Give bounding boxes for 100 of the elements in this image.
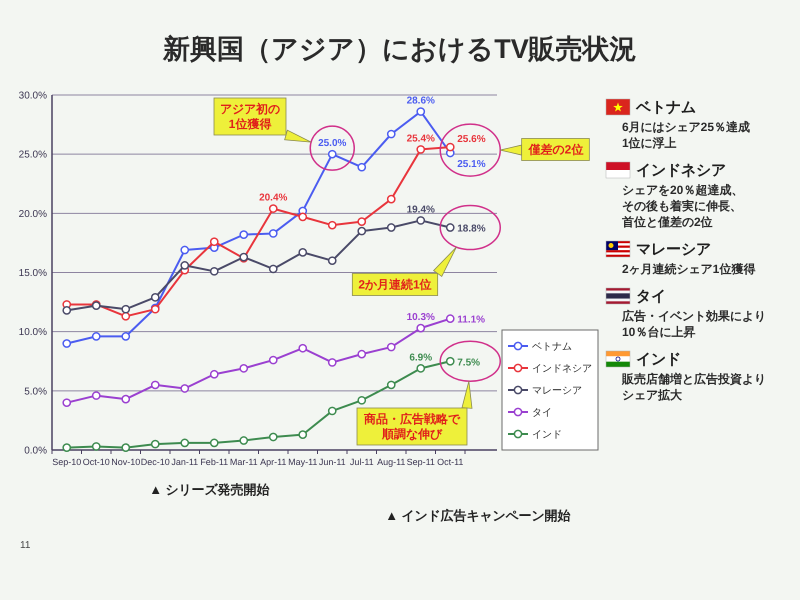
point <box>446 356 455 366</box>
data-label: 25.1% <box>457 158 486 170</box>
point <box>210 438 219 448</box>
point <box>357 396 366 405</box>
point <box>92 332 101 341</box>
legend-label: マレーシア <box>532 386 582 396</box>
text: マレーシア <box>636 241 711 258</box>
text: ベトナム <box>636 99 696 116</box>
x-tick-label: Mar-11 <box>230 457 258 467</box>
legend-label: インドネシア <box>532 364 592 374</box>
text: インドネシア <box>636 162 726 179</box>
point <box>180 246 190 254</box>
x-tick-label: Apr-11 <box>260 457 286 467</box>
point <box>446 314 455 323</box>
point <box>328 220 337 230</box>
point <box>298 212 308 222</box>
x-tick-label: Sep-11 <box>406 457 435 467</box>
point <box>150 293 160 302</box>
data-label: 25.4% <box>406 133 436 144</box>
point <box>121 443 130 452</box>
x-tick-label: May-11 <box>288 457 318 467</box>
y-tick-label: 30.0% <box>18 90 48 102</box>
data-label: 10.3% <box>406 312 436 324</box>
point <box>386 130 396 138</box>
annotation: 2か月連続1位 <box>358 278 432 292</box>
point <box>298 430 308 439</box>
point <box>446 142 455 152</box>
point <box>386 194 396 204</box>
data-label: 6.9% <box>409 352 432 364</box>
text: 6月にはシェア25％達成1位に浮上 <box>622 120 750 150</box>
point <box>121 304 130 314</box>
data-label: 19.4% <box>406 204 436 216</box>
point <box>92 391 101 400</box>
text: インド <box>636 351 681 368</box>
point <box>416 145 426 154</box>
x-tick-label: Dec-10 <box>140 457 170 467</box>
point <box>239 230 248 239</box>
legend-label: インド <box>532 430 562 440</box>
y-tick-label: 5.0% <box>24 386 48 398</box>
y-tick-label: 20.0% <box>18 208 48 220</box>
point <box>150 440 160 448</box>
data-label: 18.8% <box>457 224 486 235</box>
point <box>268 356 278 364</box>
text: 11 <box>20 540 31 551</box>
x-tick-label: Aug-11 <box>377 457 406 467</box>
point <box>92 442 101 451</box>
data-label: 28.6% <box>406 96 436 107</box>
point <box>180 384 190 393</box>
point <box>298 344 308 353</box>
point <box>328 358 337 367</box>
point <box>357 217 366 226</box>
point <box>62 339 72 348</box>
point <box>328 150 337 159</box>
x-tick-label: Nov-10 <box>111 457 140 467</box>
point <box>62 306 72 315</box>
point <box>210 237 219 246</box>
point <box>121 312 130 321</box>
point <box>180 438 190 448</box>
point <box>416 364 426 373</box>
text: ▲ インド広告キャンペーン開始 <box>385 508 572 523</box>
text: 2ヶ月連続シェア1位獲得 <box>622 262 756 276</box>
point <box>386 380 396 390</box>
x-tick-label: Sep-10 <box>52 457 82 467</box>
point <box>328 406 337 416</box>
x-tick-label: Jan-11 <box>171 457 198 467</box>
point <box>446 223 455 232</box>
point <box>268 204 278 213</box>
point <box>357 162 366 172</box>
annotation: アジア初の1位獲得 <box>220 102 280 131</box>
point <box>386 223 396 232</box>
data-label: 25.6% <box>457 134 486 146</box>
point <box>328 256 337 266</box>
point <box>180 261 190 270</box>
point <box>62 443 72 452</box>
y-tick-label: 0.0% <box>24 446 48 456</box>
x-tick-label: Jun-11 <box>318 457 346 467</box>
point <box>150 380 160 390</box>
legend-label: タイ <box>532 408 552 418</box>
y-tick-label: 10.0% <box>18 327 48 338</box>
text: タイ <box>636 288 666 305</box>
x-tick-label: Feb-11 <box>200 457 228 467</box>
point <box>239 364 248 373</box>
point <box>416 324 426 332</box>
annotation: 商品・広告戦略で順調な伸び <box>363 412 461 441</box>
y-tick-label: 15.0% <box>18 268 48 279</box>
data-label: 20.4% <box>259 192 288 204</box>
point <box>210 370 219 379</box>
point <box>268 264 278 274</box>
point <box>239 436 248 445</box>
x-tick-label: Jul-11 <box>350 457 374 467</box>
text: 広告・イベント効果により10％台に上昇 <box>621 309 766 339</box>
point <box>121 332 130 341</box>
point <box>210 266 219 276</box>
text: ▲ シリーズ発売開始 <box>149 482 271 497</box>
point <box>62 398 72 408</box>
y-tick-label: 25.0% <box>18 150 48 161</box>
point <box>121 394 130 404</box>
point <box>416 216 426 225</box>
point <box>298 248 308 257</box>
point <box>357 226 366 236</box>
